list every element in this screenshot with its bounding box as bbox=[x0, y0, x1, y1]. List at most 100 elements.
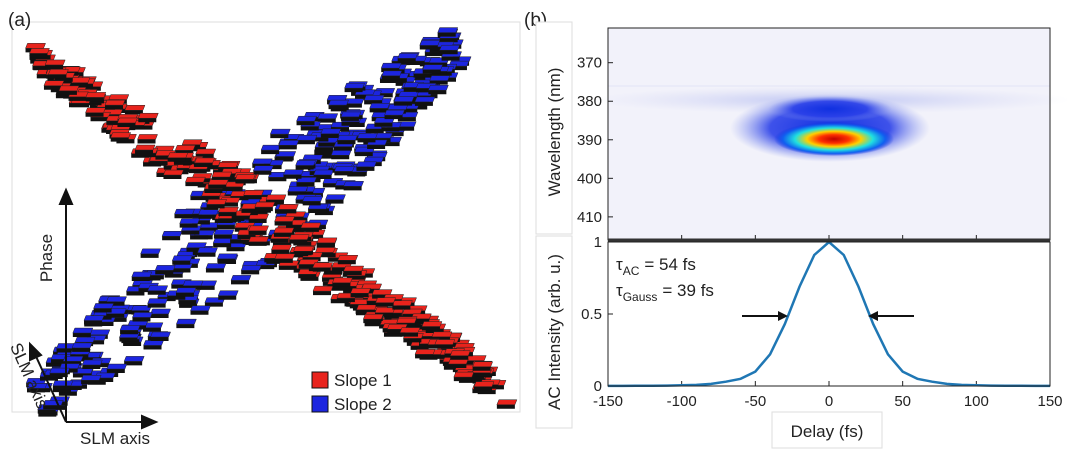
tile-top bbox=[186, 242, 207, 248]
tile-side bbox=[422, 69, 441, 74]
arrow-head bbox=[868, 311, 878, 321]
tile-top bbox=[472, 361, 494, 368]
tile bbox=[206, 199, 227, 209]
tile-side bbox=[45, 362, 64, 367]
tile-side bbox=[428, 90, 447, 95]
tile bbox=[421, 321, 443, 331]
tile-top bbox=[25, 43, 46, 49]
tile bbox=[248, 213, 270, 223]
tile-side bbox=[270, 134, 289, 139]
tile bbox=[274, 253, 296, 263]
tile-side bbox=[396, 126, 415, 131]
tile-side bbox=[181, 230, 200, 235]
tile bbox=[43, 80, 65, 90]
tile bbox=[356, 161, 377, 171]
axis-label: SLM axis bbox=[80, 429, 150, 448]
tile-top bbox=[361, 283, 382, 290]
tile bbox=[419, 40, 441, 50]
tile-side bbox=[164, 273, 183, 278]
tile bbox=[179, 218, 201, 228]
tile-top bbox=[93, 303, 114, 309]
tile bbox=[275, 151, 297, 161]
tile-side bbox=[296, 182, 315, 187]
tile-side bbox=[472, 366, 491, 371]
tile-top bbox=[295, 160, 316, 166]
tile bbox=[288, 234, 310, 244]
tile-top bbox=[131, 305, 152, 311]
legend: Slope 1 Slope 2 bbox=[311, 371, 392, 414]
tile bbox=[414, 349, 436, 359]
tile bbox=[171, 255, 193, 265]
tile-side bbox=[120, 330, 139, 335]
tile bbox=[473, 381, 495, 391]
tile-top bbox=[325, 194, 346, 200]
tile-top bbox=[363, 95, 385, 101]
tile-side bbox=[415, 354, 434, 359]
tile-top bbox=[81, 359, 103, 366]
tile-side bbox=[149, 161, 168, 166]
tile-top bbox=[277, 204, 299, 210]
plot-frame bbox=[607, 241, 1051, 387]
tile-top bbox=[197, 247, 218, 253]
tile-side bbox=[317, 118, 336, 123]
tile-top bbox=[363, 156, 385, 163]
tile-side bbox=[213, 243, 232, 248]
tile-top bbox=[140, 248, 161, 255]
tile-top bbox=[330, 150, 352, 156]
tile-side bbox=[354, 152, 373, 157]
tile-top bbox=[427, 84, 449, 91]
tile-top bbox=[52, 380, 74, 387]
tile-side bbox=[213, 234, 232, 239]
tile-side bbox=[341, 121, 360, 126]
tile-top bbox=[265, 194, 287, 201]
tile bbox=[52, 380, 74, 390]
tile-side bbox=[337, 140, 356, 145]
tile-side bbox=[414, 101, 433, 106]
x-tick-label: -50 bbox=[744, 393, 766, 410]
tile-side bbox=[328, 105, 347, 110]
tile-top bbox=[43, 80, 65, 86]
tile-side bbox=[119, 337, 138, 342]
tile-top bbox=[123, 356, 145, 362]
tile bbox=[343, 181, 364, 191]
tile-side bbox=[179, 223, 198, 228]
tile-side bbox=[300, 227, 319, 232]
tile-top bbox=[320, 128, 342, 135]
tile-top bbox=[393, 96, 415, 102]
tile-side bbox=[26, 388, 45, 393]
tile-top bbox=[48, 69, 69, 75]
tile bbox=[58, 85, 80, 95]
tile-side bbox=[216, 225, 235, 230]
tile-side bbox=[85, 97, 104, 102]
tile bbox=[175, 287, 197, 297]
tile bbox=[143, 340, 164, 350]
y-tick-label: 370 bbox=[577, 55, 602, 72]
tile-side bbox=[162, 236, 181, 241]
tile-top bbox=[437, 27, 459, 33]
tile-side bbox=[278, 209, 297, 214]
tile bbox=[343, 265, 365, 276]
tile-side bbox=[81, 380, 100, 385]
tile bbox=[330, 150, 352, 160]
tile bbox=[496, 399, 518, 409]
tile-side bbox=[365, 128, 384, 133]
tile-top bbox=[150, 331, 171, 338]
tile bbox=[235, 174, 256, 184]
tile-side bbox=[308, 209, 327, 214]
y-tick-label: 410 bbox=[577, 209, 602, 226]
tile-top bbox=[334, 166, 355, 172]
tile-top bbox=[195, 148, 217, 155]
tile bbox=[163, 169, 184, 180]
tile-side bbox=[334, 171, 353, 176]
tile-side bbox=[298, 264, 317, 269]
tile-side bbox=[343, 271, 362, 276]
x-tick-label: 50 bbox=[894, 393, 911, 410]
tile-side bbox=[439, 50, 458, 55]
tile bbox=[29, 48, 50, 58]
tile bbox=[80, 375, 102, 385]
tile-top bbox=[161, 231, 183, 237]
tile bbox=[154, 265, 176, 275]
tile-side bbox=[298, 274, 317, 279]
tile-side bbox=[142, 327, 161, 332]
tile-side bbox=[400, 332, 419, 337]
